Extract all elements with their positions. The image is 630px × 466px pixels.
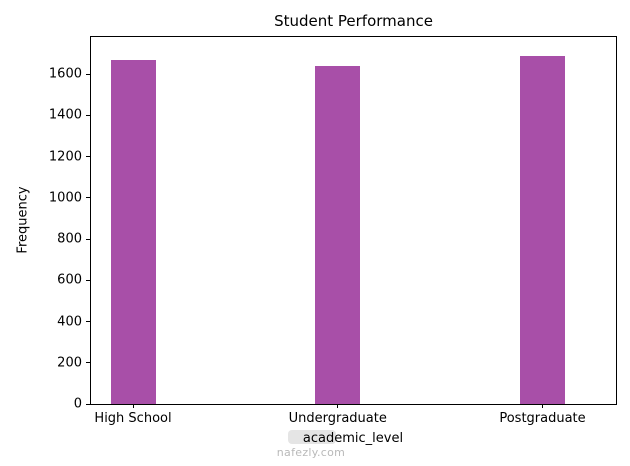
y-tick-mark: [86, 321, 91, 323]
y-tick-mark: [86, 114, 91, 116]
x-tick-mark: [542, 404, 543, 408]
x-tick-mark: [337, 404, 339, 408]
x-tick-label: Undergraduate: [288, 411, 387, 426]
bar-undergraduate: [315, 65, 361, 404]
bar-postgraduate: [520, 55, 565, 404]
x-tick-mark: [132, 404, 134, 408]
y-tick-label: 600: [57, 272, 82, 288]
plot-area: 0 200 400 600 800 1000 1200 1400 1600 High School…: [49, 36, 617, 426]
y-tick-mark: [86, 156, 91, 158]
y-tick-mark: [86, 73, 91, 75]
y-axis-label: Frequency: [15, 186, 31, 254]
chart-title: Student Performance: [274, 12, 433, 30]
x-tick-label: High School: [94, 411, 172, 426]
y-tick-label: 1600: [48, 66, 82, 82]
x-axis-label: academic_level: [302, 431, 404, 446]
y-tick-label: 200: [57, 355, 82, 371]
y-tick-label: 1200: [48, 149, 82, 165]
watermark-logo: [288, 430, 336, 444]
bar-high-school: [110, 59, 156, 404]
x-tick-label: Postgraduate: [499, 411, 586, 426]
y-tick-mark: [86, 362, 91, 364]
y-tick-mark: [86, 279, 91, 281]
y-tick-label: 800: [57, 231, 82, 247]
y-tick-mark: [86, 403, 91, 405]
y-tick-label: 1000: [48, 190, 82, 206]
watermark-text: nafezly.com: [276, 446, 346, 459]
y-tick-mark: [86, 238, 91, 240]
y-tick-label: 0: [73, 396, 82, 412]
y-tick-mark: [86, 197, 91, 199]
y-tick-label: 400: [57, 314, 82, 330]
y-tick-label: 1400: [48, 107, 82, 123]
